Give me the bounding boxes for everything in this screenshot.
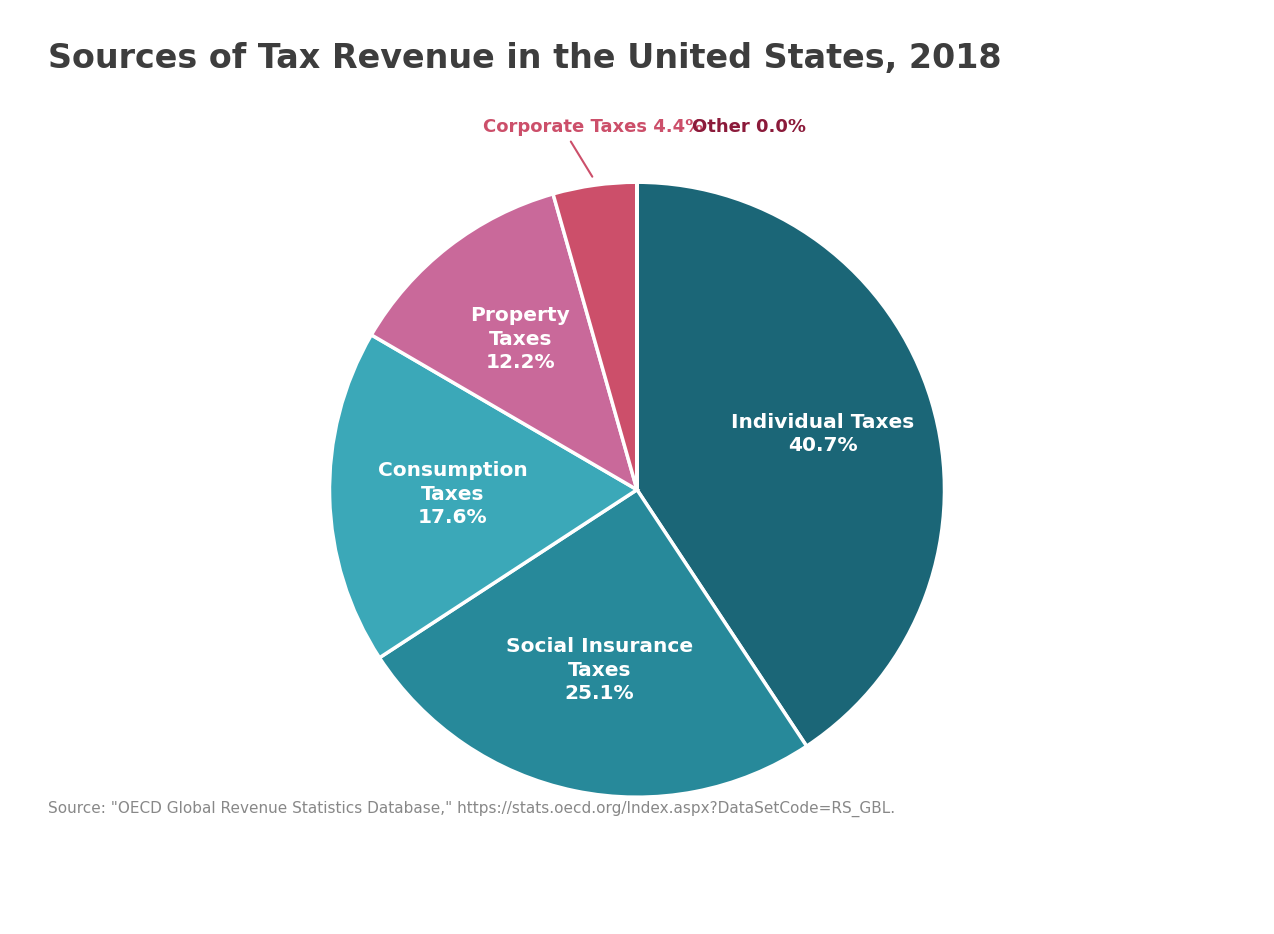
Text: Social Insurance
Taxes
25.1%: Social Insurance Taxes 25.1% (506, 637, 693, 703)
Wedge shape (380, 489, 806, 798)
Text: Source: "OECD Global Revenue Statistics Database," https://stats.oecd.org/Index.: Source: "OECD Global Revenue Statistics … (48, 801, 896, 817)
Wedge shape (330, 335, 637, 658)
Text: Individual Taxes
40.7%: Individual Taxes 40.7% (731, 413, 915, 455)
Wedge shape (371, 194, 637, 489)
Text: Other 0.0%: Other 0.0% (692, 118, 806, 135)
Text: @TaxFoundation: @TaxFoundation (1054, 890, 1246, 911)
Text: Property
Taxes
12.2%: Property Taxes 12.2% (470, 306, 569, 372)
Text: TAX FOUNDATION: TAX FOUNDATION (28, 890, 234, 911)
Wedge shape (637, 182, 944, 746)
Text: Consumption
Taxes
17.6%: Consumption Taxes 17.6% (377, 461, 527, 528)
Wedge shape (553, 182, 637, 489)
Text: Sources of Tax Revenue in the United States, 2018: Sources of Tax Revenue in the United Sta… (48, 42, 1003, 75)
Text: Corporate Taxes 4.4%: Corporate Taxes 4.4% (483, 118, 703, 135)
